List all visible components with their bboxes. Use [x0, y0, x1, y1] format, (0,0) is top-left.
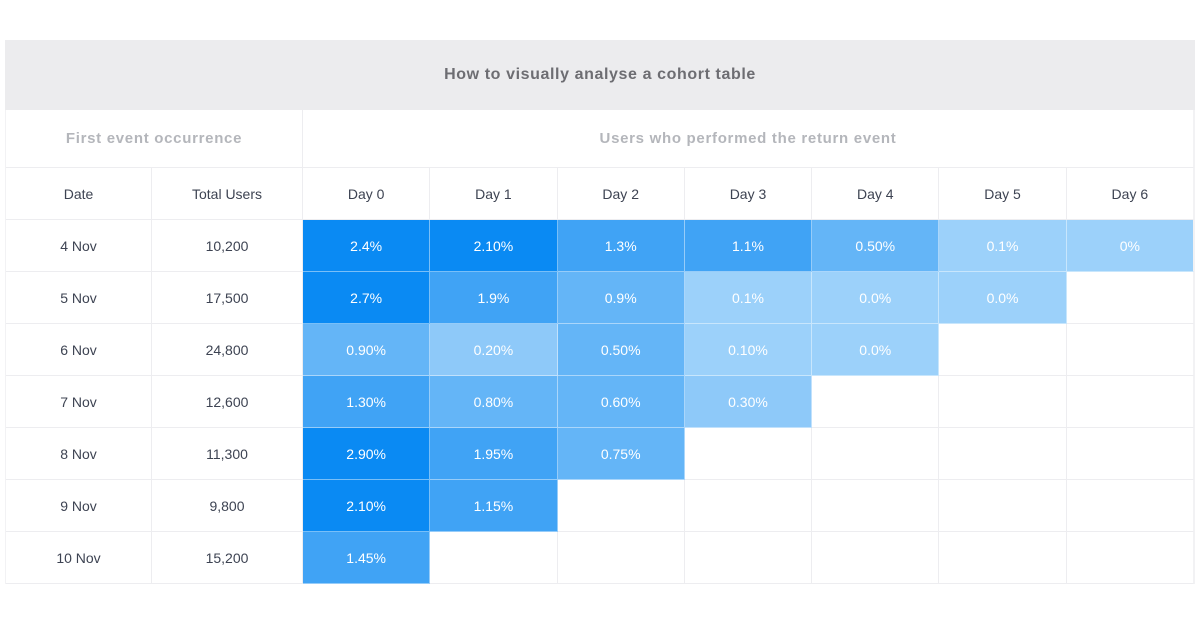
cohort-cell-empty — [684, 480, 813, 532]
cohort-cell-empty — [1066, 324, 1194, 376]
column-header-day-1: Day 1 — [430, 168, 558, 220]
total-users-cell: 10,200 — [152, 220, 303, 272]
cohort-cell: 0.20% — [430, 324, 558, 376]
cohort-cell: 0.50% — [812, 220, 940, 272]
cohort-cell-empty — [939, 324, 1067, 376]
cohort-cell: 1.1% — [684, 220, 813, 272]
cohort-cell-empty — [812, 376, 940, 428]
section-header-row: First event occurrence Users who perform… — [6, 110, 1194, 168]
cohort-cell: 0.1% — [939, 220, 1067, 272]
column-header-day-0: Day 0 — [303, 168, 431, 220]
date-cell: 8 Nov — [6, 428, 152, 480]
table-row: 4 Nov 10,200 2.4% 2.10% 1.3% 1.1% 0.50% 0.1% 0% — [6, 220, 1194, 272]
column-header-total-users: Total Users — [152, 168, 303, 220]
cohort-table: First event occurrence Users who perform… — [5, 110, 1195, 584]
cohort-cell: 1.45% — [303, 532, 431, 584]
column-header-day-4: Day 4 — [812, 168, 940, 220]
total-users-cell: 11,300 — [152, 428, 303, 480]
column-header-day-6: Day 6 — [1066, 168, 1194, 220]
table-row: 8 Nov 11,300 2.90% 1.95% 0.75% — [6, 428, 1194, 480]
cohort-cell-empty — [939, 532, 1067, 584]
total-users-cell: 17,500 — [152, 272, 303, 324]
column-header-day-5: Day 5 — [939, 168, 1067, 220]
cohort-cell-empty — [939, 428, 1067, 480]
table-row: 10 Nov 15,200 1.45% — [6, 532, 1194, 584]
date-cell: 5 Nov — [6, 272, 152, 324]
total-users-cell: 15,200 — [152, 532, 303, 584]
section-header-first-event: First event occurrence — [6, 110, 303, 168]
cohort-cell-empty — [1066, 532, 1194, 584]
cohort-table-card: How to visually analyse a cohort table F… — [5, 40, 1195, 584]
table-row: 9 Nov 9,800 2.10% 1.15% — [6, 480, 1194, 532]
table-row: 6 Nov 24,800 0.90% 0.20% 0.50% 0.10% 0.0% — [6, 324, 1194, 376]
section-header-return-event: Users who performed the return event — [303, 110, 1194, 168]
cohort-cell: 1.95% — [430, 428, 558, 480]
date-cell: 7 Nov — [6, 376, 152, 428]
column-header-day-2: Day 2 — [557, 168, 685, 220]
cohort-cell-empty — [684, 532, 813, 584]
cohort-cell: 0.9% — [557, 272, 685, 324]
date-cell: 6 Nov — [6, 324, 152, 376]
date-cell: 9 Nov — [6, 480, 152, 532]
cohort-cell-empty — [1066, 272, 1194, 324]
column-header-row: Date Total Users Day 0 Day 1 Day 2 Day 3 Day… — [6, 168, 1194, 220]
cohort-cell: 1.3% — [557, 220, 685, 272]
cohort-cell: 0.75% — [557, 428, 685, 480]
date-cell: 10 Nov — [6, 532, 152, 584]
cohort-cell: 2.10% — [303, 480, 431, 532]
cohort-cell-empty — [939, 480, 1067, 532]
cohort-cell: 1.15% — [430, 480, 558, 532]
table-row: 5 Nov 17,500 2.7% 1.9% 0.9% 0.1% 0.0% 0.0% — [6, 272, 1194, 324]
cohort-cell: 0.1% — [684, 272, 813, 324]
cohort-cell: 2.10% — [430, 220, 558, 272]
cohort-cell-empty — [1066, 480, 1194, 532]
cohort-cell: 0.50% — [557, 324, 685, 376]
cohort-cell-empty — [557, 532, 685, 584]
cohort-cell: 2.7% — [303, 272, 431, 324]
cohort-cell: 0% — [1066, 220, 1194, 272]
cohort-cell: 1.30% — [303, 376, 431, 428]
cohort-cell: 0.80% — [430, 376, 558, 428]
cohort-cell-empty — [812, 480, 940, 532]
cohort-cell-empty — [557, 480, 685, 532]
cohort-cell-empty — [1066, 376, 1194, 428]
cohort-cell-empty — [812, 428, 940, 480]
table-title: How to visually analyse a cohort table — [5, 40, 1195, 110]
cohort-cell: 0.10% — [684, 324, 813, 376]
column-header-day-3: Day 3 — [684, 168, 813, 220]
cohort-cell: 0.60% — [557, 376, 685, 428]
cohort-table-body: 4 Nov 10,200 2.4% 2.10% 1.3% 1.1% 0.50% 0.1% 0% 5… — [6, 220, 1194, 584]
total-users-cell: 9,800 — [152, 480, 303, 532]
cohort-cell: 0.90% — [303, 324, 431, 376]
cohort-cell-empty — [939, 376, 1067, 428]
total-users-cell: 24,800 — [152, 324, 303, 376]
cohort-cell: 0.0% — [812, 324, 940, 376]
cohort-cell-empty — [684, 428, 813, 480]
cohort-cell-empty — [812, 532, 940, 584]
table-row: 7 Nov 12,600 1.30% 0.80% 0.60% 0.30% — [6, 376, 1194, 428]
column-header-date: Date — [6, 168, 152, 220]
cohort-cell: 1.9% — [430, 272, 558, 324]
cohort-cell: 0.0% — [939, 272, 1067, 324]
date-cell: 4 Nov — [6, 220, 152, 272]
cohort-cell: 0.30% — [684, 376, 813, 428]
cohort-cell: 2.90% — [303, 428, 431, 480]
cohort-cell: 2.4% — [303, 220, 431, 272]
total-users-cell: 12,600 — [152, 376, 303, 428]
cohort-cell: 0.0% — [812, 272, 940, 324]
cohort-cell-empty — [1066, 428, 1194, 480]
cohort-cell-empty — [430, 532, 558, 584]
